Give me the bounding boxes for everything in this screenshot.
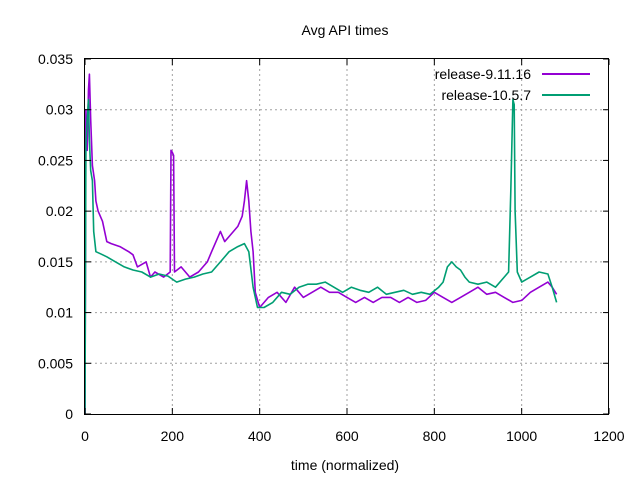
y-tick-label: 0.01 (46, 305, 73, 321)
x-tick-label: 0 (81, 428, 89, 444)
axis-ticks: 0 0.005 0.01 0.015 0.02 0.025 0.03 0.035 0 200 400… (38, 51, 625, 444)
x-tick-label: 800 (423, 428, 447, 444)
legend-label: release-10.5.7 (441, 87, 531, 103)
x-tick-label: 600 (335, 428, 359, 444)
y-tick-label: 0.015 (38, 254, 73, 270)
x-tick-label: 200 (161, 428, 185, 444)
series-line-release-10.5.7 (84, 98, 558, 415)
x-tick-label: 400 (248, 428, 272, 444)
series-layer (84, 73, 558, 415)
grid (85, 59, 609, 414)
y-tick-label: 0 (65, 406, 73, 422)
x-tick-label: 1000 (506, 428, 537, 444)
y-tick-label: 0.035 (38, 51, 73, 67)
x-tick-label: 1200 (593, 428, 624, 444)
y-tick-label: 0.02 (46, 203, 73, 219)
y-tick-label: 0.005 (38, 355, 73, 371)
y-tick-label: 0.03 (46, 102, 73, 118)
series-line-release-9.11.16 (84, 73, 558, 415)
x-axis-title: time (normalized) (291, 457, 399, 473)
chart-title: Avg API times (302, 22, 389, 38)
legend: release-9.11.16 release-10.5.7 (435, 66, 590, 103)
y-tick-label: 0.025 (38, 152, 73, 168)
legend-label: release-9.11.16 (435, 66, 531, 82)
plot-frame (84, 58, 609, 415)
